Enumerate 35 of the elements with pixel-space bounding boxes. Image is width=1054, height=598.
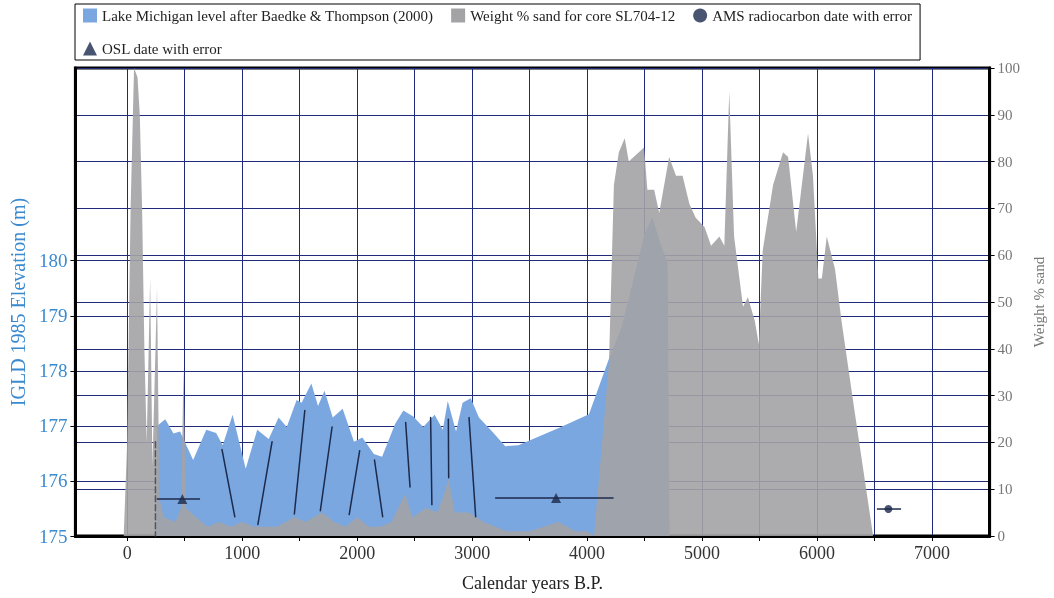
y2-tick-label: 0 (997, 528, 1006, 544)
y2-tick-label: 40 (997, 340, 1013, 357)
y-tick-label: 175 (38, 525, 68, 547)
y-tick-label: 177 (38, 415, 68, 437)
legend-label: Lake Michigan level after Baedke & Thompson (2000) (102, 7, 433, 25)
y-tick-label: 180 (38, 250, 68, 272)
y2-tick-label: 100 (997, 60, 1021, 76)
legend-label: AMS radiocarbon date with error (712, 7, 913, 24)
legend-label: OSL date with error (102, 40, 222, 57)
y2-axis-title: Weight % sand (1030, 256, 1047, 348)
x-tick-label: 4000 (569, 543, 606, 563)
y2-tick-label: 10 (997, 481, 1013, 498)
x-tick-label: 3000 (454, 543, 491, 563)
y2-tick-label: 80 (997, 153, 1013, 170)
x-tick-label: 0 (122, 543, 132, 563)
y2-tick-label: 90 (997, 106, 1013, 123)
y2-tick-label: 50 (997, 294, 1013, 310)
point (551, 493, 562, 504)
x-tick-label: 7000 (914, 543, 951, 563)
y2-tick-label: 60 (997, 247, 1013, 264)
y2-tick-label: 30 (997, 387, 1013, 404)
y2-tick-label: 20 (997, 434, 1013, 451)
x-tick-label: 5000 (684, 543, 721, 563)
point (177, 494, 188, 505)
x-axis-title: Calendar years B.P. (462, 573, 603, 593)
y-tick-label: 179 (38, 305, 68, 327)
x-tick-label: 2000 (339, 543, 376, 563)
y-tick-label: 178 (38, 360, 68, 382)
y-axis-title: IGLD 1985 Elevation (m) (7, 197, 30, 407)
y2-tick-label: 70 (997, 200, 1013, 217)
y-tick-label: 176 (38, 470, 68, 492)
point (884, 505, 893, 514)
x-tick-label: 6000 (799, 543, 836, 563)
x-tick-label: 1000 (224, 543, 261, 563)
legend-label: Weight % sand for core SL704-12 (470, 7, 676, 24)
